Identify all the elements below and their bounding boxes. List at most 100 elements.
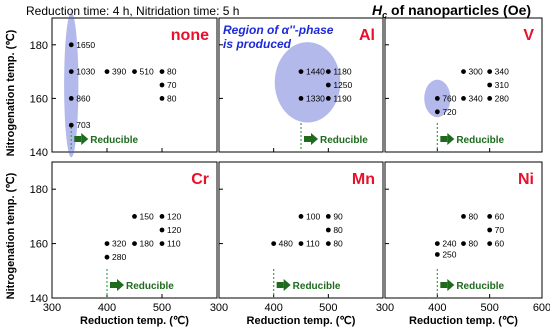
y-tick-label: 160 xyxy=(30,93,48,105)
data-point xyxy=(434,96,440,101)
data-point-label: 300 xyxy=(469,67,483,77)
data-point-label: 1030 xyxy=(76,67,95,77)
y-tick-label: 180 xyxy=(30,40,48,52)
y-tick-label: 140 xyxy=(30,293,48,305)
reducible-label: Reducible xyxy=(126,281,174,292)
data-point xyxy=(68,69,74,74)
data-point-label: 80 xyxy=(469,239,479,249)
reducible-label: Reducible xyxy=(293,281,341,292)
panel-none: 140 160 180 Reducible 1650 1030 860 703 390 510 80… xyxy=(30,12,218,159)
conditions-header: Reduction time: 4 h, Nitridation time: 5… xyxy=(26,4,240,18)
x-tick-label: 500 xyxy=(480,302,498,314)
x-tick-label: 300 xyxy=(43,302,61,314)
x-tick-label: 500 xyxy=(153,302,171,314)
data-point-label: 1650 xyxy=(76,40,95,50)
x-tick-label: 300 xyxy=(210,302,228,314)
data-point xyxy=(487,241,493,247)
reducible-label: Reducible xyxy=(456,281,504,292)
data-point xyxy=(159,96,165,101)
data-point-label: 1330 xyxy=(306,93,325,103)
panel-frame xyxy=(51,161,218,299)
element-label: Al xyxy=(359,27,375,44)
data-point-label: 60 xyxy=(495,239,505,249)
data-point-label: 1250 xyxy=(333,80,352,90)
data-point xyxy=(159,82,165,88)
hc-header: Hc of nanoparticles (Oe) xyxy=(372,2,531,20)
data-point-label: 480 xyxy=(279,239,293,249)
data-point-label: 60 xyxy=(495,211,505,221)
reducible-arrow-head xyxy=(117,279,124,291)
x-axis-label: Reduction temp. (℃) xyxy=(409,315,518,327)
x-axis-label: Reduction temp. (℃) xyxy=(247,315,356,327)
hc-subscript: c xyxy=(382,10,388,20)
data-point xyxy=(271,241,277,247)
reducible-arrow-shaft xyxy=(110,282,117,288)
data-point-label: 120 xyxy=(167,211,181,221)
data-point xyxy=(487,214,493,219)
element-label: Ni xyxy=(518,171,534,188)
data-point-label: 120 xyxy=(167,225,181,235)
data-point-label: 80 xyxy=(469,211,479,221)
panel-al: Reducible 1440 1330 1180 1250 1190 Al Region of… xyxy=(218,17,384,153)
data-point xyxy=(298,214,304,219)
data-point xyxy=(104,69,110,74)
y-tick-label: 180 xyxy=(30,184,48,196)
y-axis-label-top: Nitrogenation temp. (℃) xyxy=(5,29,17,156)
reducible-arrow-shaft xyxy=(276,282,284,288)
panel-frame xyxy=(384,161,543,299)
data-point-label: 100 xyxy=(306,211,320,221)
data-point-label: 1440 xyxy=(306,67,325,77)
y-tick-label: 160 xyxy=(30,239,48,251)
panel-frame xyxy=(218,17,384,153)
reducible-arrow-shaft xyxy=(440,282,448,288)
data-point xyxy=(68,96,74,101)
element-label: none xyxy=(171,27,209,44)
data-point xyxy=(434,252,440,257)
data-point-label: 70 xyxy=(167,80,177,90)
reducible-label: Reducible xyxy=(456,135,504,146)
data-point xyxy=(461,241,466,247)
element-label: Mn xyxy=(352,171,375,188)
data-point-label: 1190 xyxy=(333,93,352,103)
data-point-label: 280 xyxy=(112,252,126,262)
data-point xyxy=(487,82,493,88)
data-point xyxy=(461,69,466,74)
data-point-label: 320 xyxy=(112,239,126,249)
reducible-arrow-head xyxy=(283,279,291,291)
data-point-label: 110 xyxy=(306,239,320,249)
data-point xyxy=(132,241,137,247)
data-point xyxy=(298,69,304,74)
reducible-label: Reducible xyxy=(320,135,368,146)
data-point xyxy=(298,96,304,101)
data-point xyxy=(132,214,137,219)
data-point-label: 340 xyxy=(495,67,509,77)
x-tick-label: 300 xyxy=(376,302,394,314)
data-point xyxy=(298,241,304,247)
data-point xyxy=(159,214,165,219)
data-point-label: 860 xyxy=(76,93,90,103)
data-point-label: 280 xyxy=(495,93,509,103)
data-point xyxy=(68,42,74,48)
data-point-label: 110 xyxy=(167,239,181,249)
element-label: Cr xyxy=(191,171,209,188)
reducible-label: Reducible xyxy=(90,135,138,146)
data-point xyxy=(68,122,74,128)
data-point xyxy=(325,96,331,101)
data-point-label: 240 xyxy=(442,239,456,249)
data-point-label: 80 xyxy=(333,225,343,235)
panel-frame xyxy=(51,17,218,153)
data-point-label: 180 xyxy=(140,239,154,249)
data-point-label: 703 xyxy=(76,120,90,130)
data-point xyxy=(487,69,493,74)
x-tick-label: 600 xyxy=(533,302,550,314)
data-point xyxy=(325,214,331,219)
panel-cr: 140 160 180 300 400 500 Reducible 320 280 150 180 1… xyxy=(30,161,218,314)
data-point xyxy=(487,227,493,233)
data-point xyxy=(104,254,110,260)
x-tick-label: 400 xyxy=(428,302,446,314)
y-axis-label-bottom: Nitrogenation temp. (℃) xyxy=(5,172,17,299)
data-point-label: 760 xyxy=(442,93,456,103)
data-point xyxy=(159,227,165,233)
data-point-label: 80 xyxy=(333,239,343,249)
